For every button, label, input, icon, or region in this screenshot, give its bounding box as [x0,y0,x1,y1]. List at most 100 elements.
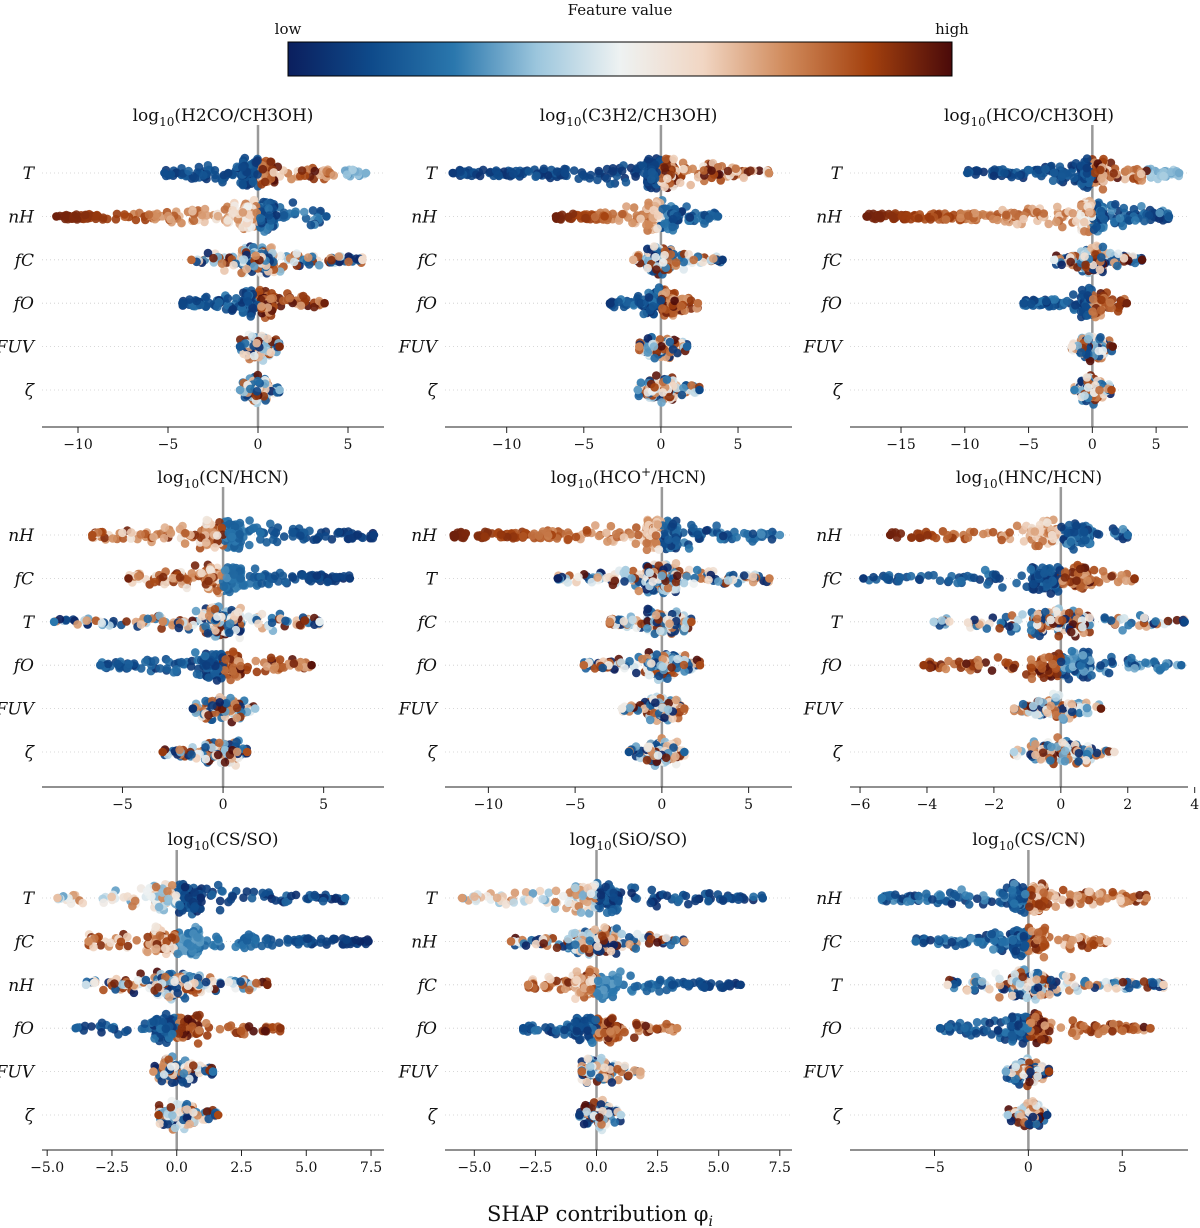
data-point [296,301,306,311]
feature-row-FUV: FUV [803,332,1188,366]
data-point [227,532,237,542]
data-point [669,154,678,164]
feature-row-fC: fC [821,241,1188,278]
data-point [184,166,193,176]
data-point [1107,385,1116,395]
data-point [159,533,169,543]
data-point [1140,216,1149,226]
data-point [223,168,233,178]
data-point [718,255,727,265]
data-point [1000,168,1009,178]
data-point [1109,169,1118,178]
data-point [296,531,305,540]
data-point [1131,216,1140,225]
feature-row-T: T [23,602,384,643]
data-point [972,166,982,176]
data-point [223,294,233,303]
data-point [964,211,973,220]
data-point [194,162,204,172]
data-point [345,574,355,583]
data-point [228,305,238,314]
data-point [97,618,107,628]
feature-label: fC [13,251,34,271]
data-point [219,582,229,591]
data-point [314,260,324,270]
data-point [353,530,363,539]
data-point [647,168,657,177]
data-point [228,209,237,218]
data-point [244,612,253,621]
panels: log10(H2CO/CH3OH)TnHfCfOFUVζ−10−505log10… [0,106,1199,1176]
data-point [264,211,274,220]
data-point [621,177,631,187]
data-point [685,213,695,222]
data-point [1119,203,1129,213]
data-point [188,207,197,216]
feature-row-fO: fO [820,283,1188,322]
data-point [266,157,276,166]
data-point [1082,163,1092,173]
data-point [52,212,61,221]
x-tick-label: −5 [573,437,594,453]
data-point [1111,200,1120,209]
data-point [574,174,583,183]
data-point [532,171,541,180]
data-point [1082,154,1092,163]
data-point [150,577,159,587]
data-point [199,171,208,180]
data-point [225,628,234,638]
data-point [1098,242,1108,252]
data-point [658,304,667,313]
data-point [210,604,220,614]
feature-label: ζ [25,381,36,401]
data-point [334,252,344,261]
data-point [1068,209,1078,218]
data-point [202,515,212,525]
data-point [49,617,59,627]
data-point [1057,260,1066,270]
data-point [257,302,266,311]
data-point [149,532,158,542]
feature-label: nH [8,207,35,227]
data-point [250,351,259,361]
data-point [608,164,618,173]
data-point [235,385,245,395]
x-tick-label: −10 [63,437,93,453]
data-point [644,154,654,164]
data-point [289,257,299,267]
data-point [136,620,146,629]
data-point [551,212,561,221]
data-point [1137,255,1147,265]
data-point [1083,334,1093,344]
feature-row-nH: nH [8,195,384,236]
data-point [213,612,222,621]
data-point [695,385,704,395]
data-point [1085,207,1094,217]
feature-row-fC: fC [13,242,384,278]
data-point [320,298,329,308]
data-point [210,543,220,552]
data-point [88,530,97,540]
data-point [118,528,127,538]
data-point [73,620,82,629]
data-point [201,538,211,547]
data-point [279,532,289,541]
data-point [223,216,232,225]
data-point [688,164,697,174]
data-point [251,251,260,260]
data-point [369,530,379,540]
data-point [1012,219,1022,229]
data-point [709,254,718,263]
data-point [133,572,143,581]
data-point [963,168,972,178]
data-point [605,298,615,308]
data-point [1069,173,1079,183]
data-point [361,168,371,178]
data-point [1052,217,1061,227]
feature-row-T: T [831,154,1188,194]
data-point [231,294,241,303]
data-point [358,255,367,265]
data-point [285,293,295,303]
data-point [1050,295,1060,304]
